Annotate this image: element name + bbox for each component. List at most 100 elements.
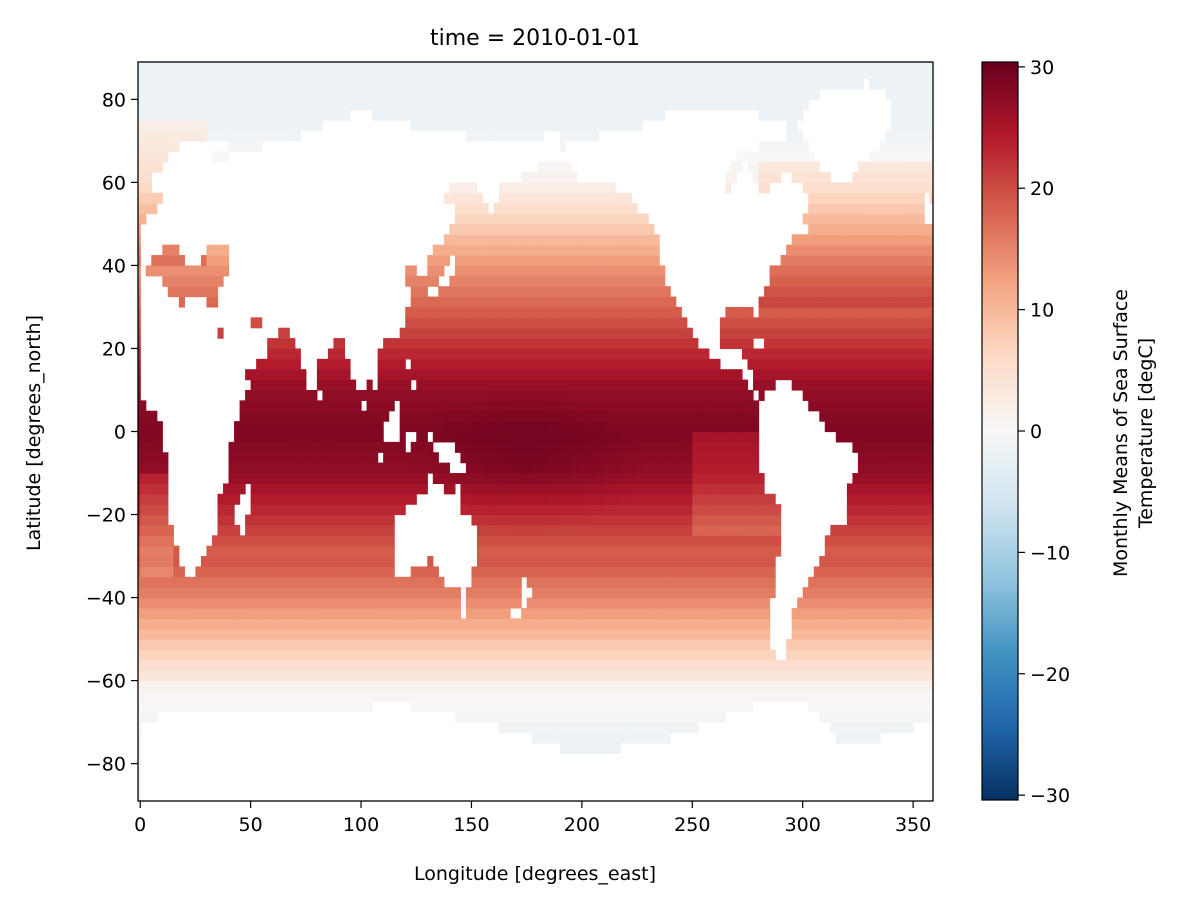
heatmap-cell [327, 659, 335, 671]
heatmap-cell [559, 389, 566, 401]
heatmap-cell [515, 483, 522, 495]
heatmap-cell [416, 680, 423, 692]
heatmap-cell [217, 99, 224, 111]
heatmap-cell [670, 389, 677, 401]
heatmap-cell [664, 369, 671, 381]
heatmap-cell [659, 421, 666, 433]
heatmap-cell [138, 607, 141, 619]
heatmap-cell [576, 306, 583, 318]
heatmap-cell [642, 566, 649, 578]
heatmap-cell [537, 120, 544, 132]
heatmap-cell [515, 576, 522, 588]
heatmap-cell [211, 68, 219, 80]
heatmap-cell [637, 597, 644, 609]
heatmap-cell [338, 462, 346, 474]
heatmap-cell [366, 701, 373, 713]
heatmap-cell [366, 607, 373, 619]
heatmap-cell [675, 618, 682, 630]
heatmap-cell [581, 711, 588, 723]
heatmap-cell [200, 670, 208, 682]
heatmap-cell [167, 286, 174, 298]
heatmap-cell [383, 483, 390, 495]
heatmap-cell [476, 473, 484, 484]
heatmap-cell [173, 628, 180, 640]
heatmap-cell [322, 483, 329, 495]
heatmap-cell [184, 265, 191, 277]
heatmap-cell [427, 670, 434, 682]
heatmap-cell [283, 514, 290, 526]
heatmap-cell [476, 597, 484, 609]
heatmap-cell [338, 597, 346, 609]
heatmap-cell [565, 618, 572, 630]
heatmap-cell [708, 452, 715, 464]
heatmap-cell [272, 690, 279, 702]
heatmap-cell [311, 109, 318, 121]
heatmap-cell [316, 576, 323, 588]
heatmap-cell [355, 493, 362, 505]
heatmap-cell [493, 265, 500, 277]
heatmap-cell [327, 62, 335, 69]
heatmap-cell [421, 68, 428, 80]
heatmap-cell [278, 462, 285, 474]
heatmap-cell [167, 618, 174, 630]
heatmap-cell [543, 265, 550, 277]
heatmap-cell [615, 275, 622, 287]
heatmap-cell [234, 649, 241, 661]
heatmap-cell [642, 338, 649, 350]
heatmap-cell [615, 722, 622, 734]
heatmap-cell [642, 348, 649, 360]
heatmap-cell [609, 421, 616, 433]
heatmap-cell [206, 296, 213, 308]
heatmap-cell [537, 504, 544, 516]
heatmap-cell [703, 535, 710, 547]
heatmap-cell [664, 524, 671, 536]
heatmap-cell [394, 639, 401, 651]
heatmap-cell [648, 358, 655, 370]
heatmap-cell [482, 576, 489, 588]
heatmap-cell [603, 649, 611, 661]
heatmap-cell [526, 223, 533, 235]
heatmap-cell [421, 317, 428, 329]
heatmap-cell [140, 203, 147, 215]
heatmap-cell [250, 421, 257, 433]
heatmap-cell [692, 711, 699, 723]
heatmap-cell [377, 78, 384, 90]
heatmap-cell [427, 275, 434, 287]
heatmap-cell [178, 88, 185, 100]
heatmap-cell [565, 431, 572, 443]
heatmap-cell [344, 628, 351, 640]
heatmap-cell [156, 524, 163, 536]
heatmap-cell [681, 473, 688, 484]
heatmap-cell [372, 410, 379, 422]
heatmap-cell [493, 524, 500, 536]
heatmap-cell [410, 639, 417, 651]
heatmap-cell [670, 410, 677, 422]
heatmap-cell [719, 680, 727, 692]
heatmap-cell [631, 701, 638, 713]
heatmap-cell [504, 597, 511, 609]
heatmap-cell [642, 400, 649, 412]
heatmap-cell [405, 348, 412, 360]
heatmap-cell [327, 88, 335, 100]
heatmap-cell [587, 597, 594, 609]
heatmap-cell [206, 597, 213, 609]
heatmap-cell [200, 78, 208, 90]
heatmap-cell [648, 255, 655, 267]
heatmap-cell [648, 431, 655, 443]
heatmap-cell [140, 607, 147, 619]
heatmap-cell [598, 306, 605, 318]
heatmap-cell [565, 556, 572, 568]
heatmap-cell [443, 234, 450, 246]
heatmap-cell [719, 690, 727, 702]
heatmap-cell [476, 379, 484, 391]
heatmap-cell [311, 78, 318, 90]
heatmap-cell [162, 659, 169, 671]
heatmap-cell [283, 493, 290, 505]
heatmap-cell [631, 587, 638, 599]
heatmap-cell [642, 421, 649, 433]
heatmap-cell [344, 400, 351, 412]
heatmap-cell [399, 410, 406, 422]
heatmap-cell [267, 431, 274, 443]
heatmap-cell [476, 203, 484, 215]
heatmap-cell [626, 690, 633, 702]
